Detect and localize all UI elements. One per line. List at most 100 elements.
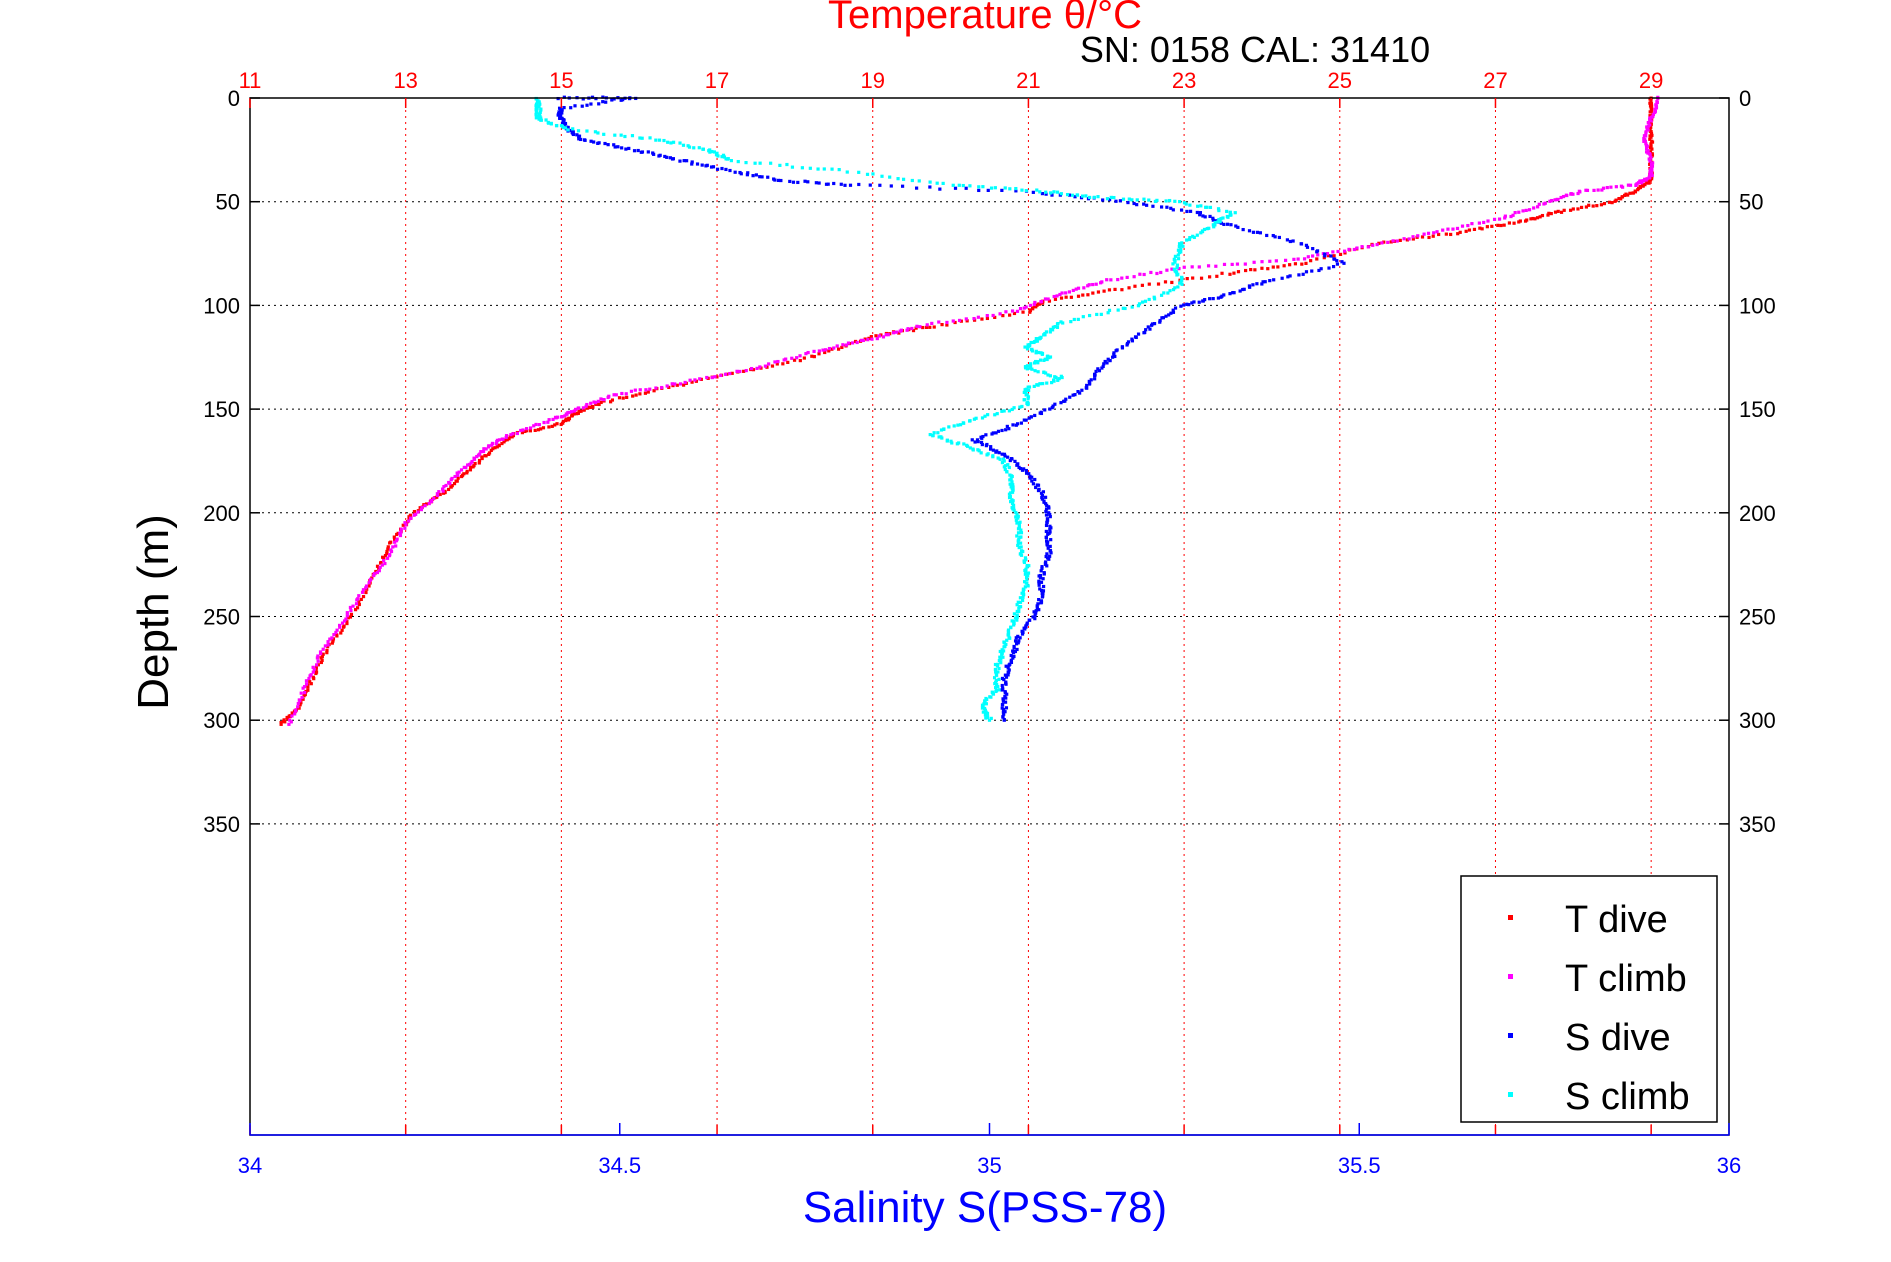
data-point — [1232, 271, 1236, 275]
data-point — [542, 420, 546, 425]
data-point — [383, 553, 388, 558]
tick-label-depth: 200 — [1739, 501, 1776, 526]
data-point — [1649, 119, 1653, 123]
data-point — [1171, 288, 1176, 292]
data-point — [980, 706, 985, 710]
data-point — [877, 334, 881, 338]
data-point — [857, 182, 861, 187]
data-point — [287, 722, 291, 726]
data-point — [1247, 229, 1252, 233]
data-point — [1631, 191, 1635, 195]
data-point — [1185, 209, 1189, 214]
data-point — [1028, 364, 1033, 368]
data-point — [1043, 495, 1048, 499]
data-point — [996, 670, 1000, 674]
data-point — [1089, 378, 1093, 382]
data-point — [1084, 194, 1088, 198]
data-point — [1169, 206, 1173, 210]
data-point — [1044, 190, 1048, 194]
data-point — [1021, 310, 1025, 314]
data-point — [1486, 219, 1490, 223]
data-point — [735, 369, 739, 373]
data-point — [705, 163, 709, 167]
data-point — [988, 695, 992, 699]
data-point — [1088, 195, 1092, 200]
data-point — [319, 656, 323, 660]
data-point — [459, 468, 464, 472]
data-point — [1647, 179, 1651, 183]
data-point — [1033, 369, 1037, 373]
data-point — [1187, 303, 1191, 307]
data-point — [1389, 240, 1393, 244]
data-point — [1228, 272, 1232, 276]
data-point — [1565, 193, 1569, 198]
data-point — [865, 172, 870, 176]
data-point — [1045, 503, 1049, 507]
data-point — [758, 175, 762, 179]
tick-label-depth: 50 — [216, 190, 240, 215]
data-point — [1288, 239, 1292, 244]
data-point — [1174, 270, 1179, 274]
data-point — [1044, 509, 1048, 514]
data-point — [817, 349, 821, 353]
data-point — [306, 688, 310, 692]
data-point — [1037, 579, 1041, 583]
data-point — [1047, 511, 1051, 515]
data-point — [1059, 192, 1063, 196]
data-point — [1018, 466, 1023, 471]
data-point — [848, 183, 853, 187]
data-point — [1109, 195, 1113, 200]
data-point — [316, 663, 320, 667]
data-point — [368, 578, 372, 582]
data-point — [326, 643, 330, 647]
data-point — [1542, 202, 1546, 206]
data-point — [1177, 242, 1182, 246]
data-point — [910, 178, 914, 183]
data-point — [1101, 364, 1105, 369]
tick-label-depth: 300 — [1739, 708, 1776, 733]
data-point — [494, 442, 498, 446]
data-point — [510, 435, 514, 439]
data-point — [1335, 259, 1339, 263]
data-point — [824, 182, 829, 186]
data-point — [1003, 700, 1008, 704]
data-point — [1026, 385, 1030, 389]
data-point — [942, 427, 946, 431]
data-point — [1628, 191, 1632, 195]
data-point — [357, 602, 361, 607]
data-point — [432, 496, 436, 500]
data-point — [1173, 286, 1177, 290]
data-point — [623, 134, 627, 139]
data-point — [1641, 179, 1645, 183]
data-point — [469, 461, 473, 465]
data-point — [1579, 205, 1584, 210]
data-point — [1002, 677, 1006, 682]
data-point — [1135, 203, 1139, 207]
data-point — [722, 155, 727, 159]
data-point — [682, 159, 686, 163]
data-point — [840, 345, 844, 350]
data-point — [1058, 292, 1062, 297]
data-point — [287, 714, 291, 718]
data-point — [338, 625, 342, 629]
data-point — [311, 665, 315, 669]
data-point — [889, 184, 893, 188]
data-point — [1236, 225, 1240, 229]
data-point — [1407, 237, 1411, 241]
data-point — [633, 388, 637, 392]
data-point — [670, 382, 674, 386]
data-point — [1179, 279, 1183, 283]
data-point — [602, 132, 606, 136]
data-point — [489, 448, 493, 452]
data-point — [806, 180, 810, 184]
data-point — [1173, 260, 1177, 264]
data-point — [1012, 623, 1016, 627]
data-point — [355, 598, 359, 602]
data-point — [624, 147, 628, 151]
data-point — [1205, 205, 1209, 209]
data-point — [538, 102, 542, 106]
data-point — [449, 485, 453, 489]
data-point — [1096, 195, 1100, 199]
tick-label-salinity: 36 — [1717, 1153, 1741, 1178]
